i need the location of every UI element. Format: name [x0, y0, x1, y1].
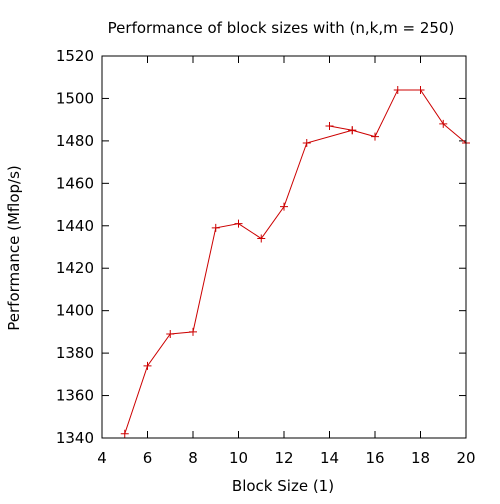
data-point-marker: [280, 202, 288, 211]
x-axis-ticks: 4 6 8 10 12 14 16 18 20: [97, 56, 476, 467]
y-tick-label: 1360: [56, 387, 94, 405]
data-point-marker: [120, 429, 129, 438]
data-point-marker: [302, 139, 311, 148]
data-point-marker: [325, 122, 334, 131]
x-axis-label: Block Size (1): [232, 477, 334, 495]
series-group: [120, 85, 470, 438]
y-tick-label: 1340: [56, 429, 94, 447]
y-tick-label: 1400: [56, 302, 94, 320]
y-tick-label: 1480: [56, 132, 94, 150]
y-tick-label: 1460: [56, 174, 94, 192]
y-tick-label: 1500: [56, 89, 94, 107]
x-tick-label: 8: [188, 449, 198, 467]
x-tick-label: 12: [274, 449, 293, 467]
x-tick-label: 4: [97, 449, 107, 467]
data-point-marker: [166, 330, 175, 339]
x-tick-label: 20: [456, 449, 475, 467]
y-axis-ticks: 1340 1360 1380 1400 1420 1440 1460 1480 1500 1520: [56, 47, 466, 447]
x-tick-label: 14: [320, 449, 339, 467]
y-axis-label: Performance (Mflop/s): [5, 165, 23, 330]
x-tick-label: 10: [229, 449, 248, 467]
data-point-marker: [416, 85, 425, 94]
x-tick-label: 18: [411, 449, 430, 467]
y-tick-label: 1440: [56, 217, 94, 235]
y-tick-label: 1420: [56, 259, 94, 277]
data-point-marker: [189, 327, 197, 336]
plot-frame: [101, 55, 467, 439]
data-point-marker: [439, 119, 448, 128]
data-point-marker: [348, 126, 357, 135]
x-tick-label: 6: [143, 449, 153, 467]
data-point-marker: [371, 132, 379, 141]
data-point-marker: [234, 219, 243, 228]
chart-title: Performance of block sizes with (n,k,m =…: [108, 19, 455, 37]
data-point-marker: [143, 361, 152, 370]
y-tick-label: 1380: [56, 344, 94, 362]
y-tick-label: 1520: [56, 47, 94, 65]
data-point-marker: [211, 223, 220, 232]
data-point-marker: [257, 234, 266, 243]
data-point-marker: [393, 85, 402, 94]
data-series: [120, 85, 470, 438]
x-tick-label: 16: [365, 449, 384, 467]
